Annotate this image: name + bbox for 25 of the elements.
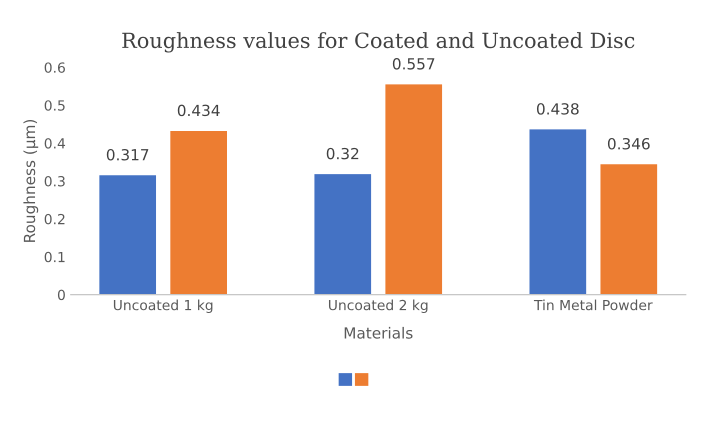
chart-title: Roughness values for Coated and Uncoated Disc [122,32,634,53]
data-label: 0.317 [106,148,148,161]
data-label: 0.32 [326,148,358,160]
data-label: 0.557 [392,58,434,70]
y-tick-label: 0.1 [44,252,65,262]
y-tick-label: 0 [58,290,65,300]
y-axis-title: Roughness (µm) [23,120,38,242]
x-tick-label: Uncoated 2 kg [328,300,428,314]
data-label: 0.346 [608,138,650,150]
x-tick-label: Tin Metal Powder [534,300,653,310]
data-label: 0.438 [536,103,579,115]
y-tick-label: 0.6 [44,62,65,73]
bar [599,162,659,295]
bar [98,174,158,295]
bar [313,172,372,295]
bar [384,82,444,295]
x-axis-title: Materials [344,326,413,339]
y-tick-label: 0.3 [44,176,65,187]
y-tick-label: 0.2 [44,214,64,224]
data-label: 0.434 [178,104,220,116]
y-tick-label: 0.4 [44,138,66,149]
bar [168,130,228,295]
bar [528,128,588,295]
y-tick-label: 0.5 [44,100,65,111]
x-tick-label: Uncoated 1 kg [114,300,212,314]
